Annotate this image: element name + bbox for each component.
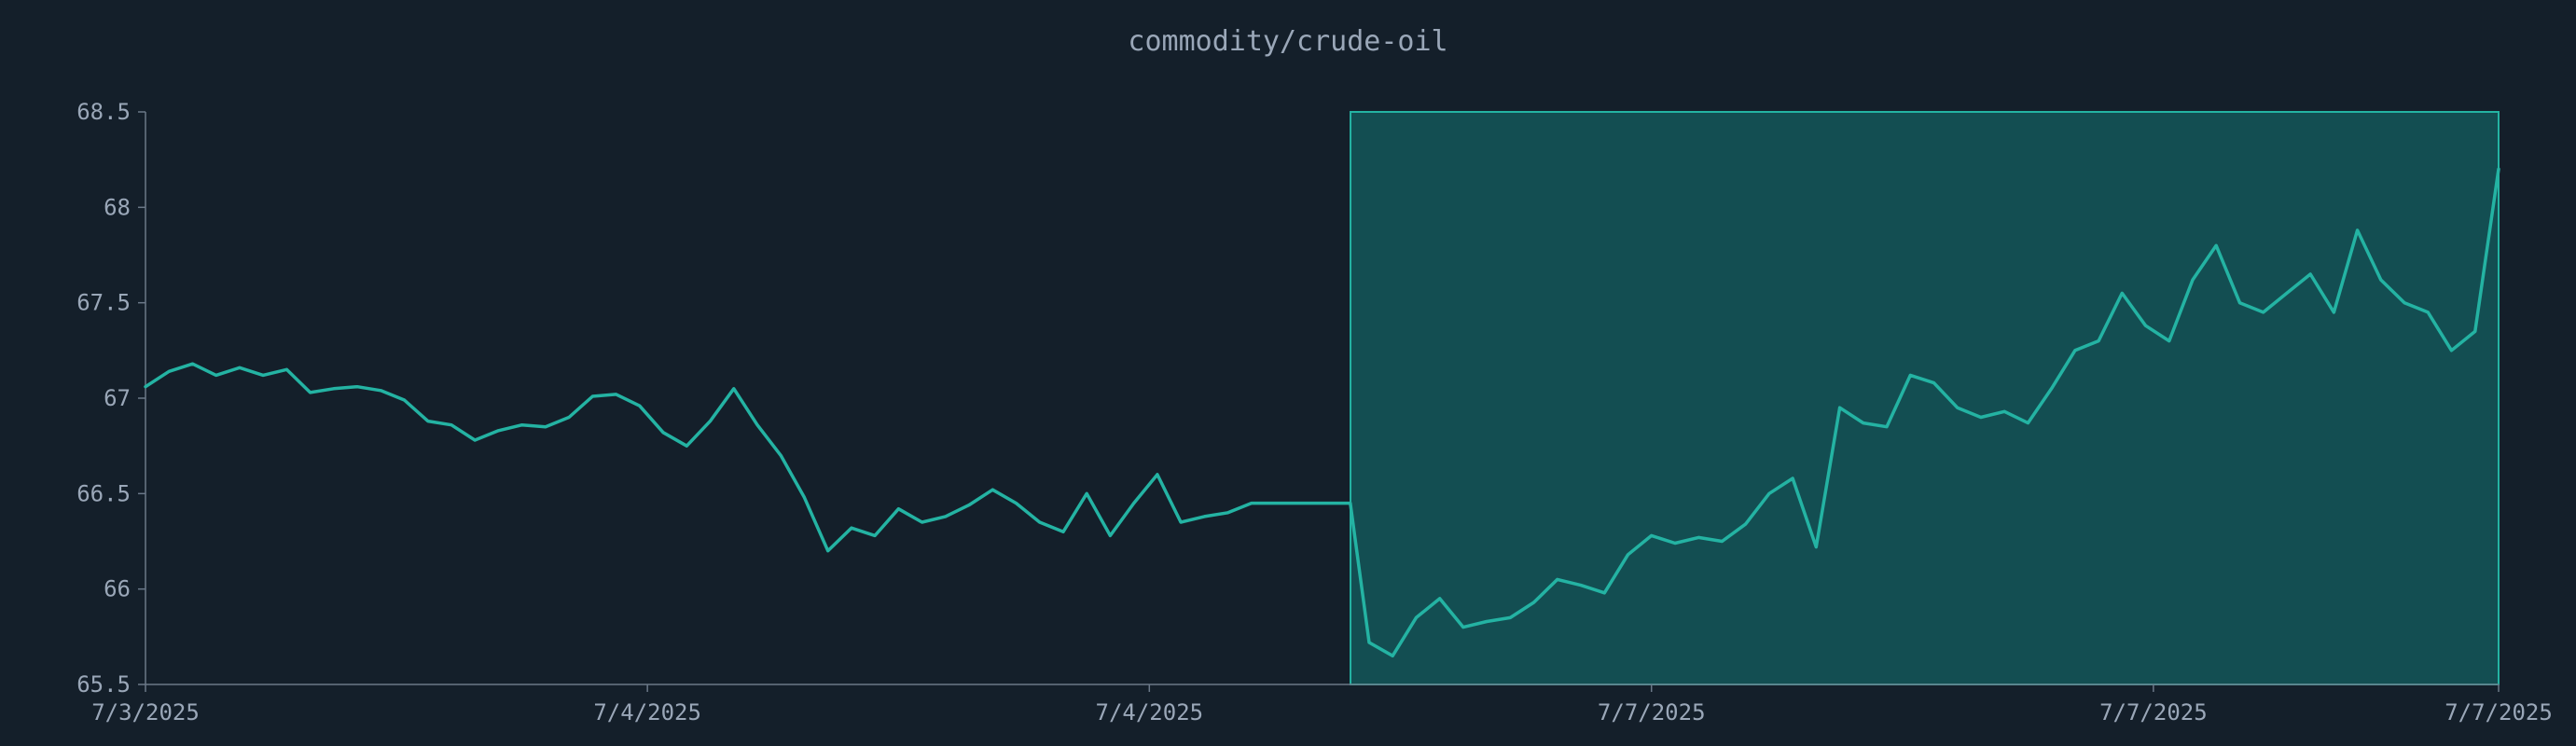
x-tick-label: 7/7/2025: [2099, 699, 2208, 725]
x-tick-label: 7/3/2025: [91, 699, 200, 725]
y-tick-label: 68.5: [76, 99, 131, 125]
highlight-region: [1350, 111, 2500, 685]
axes: 65.5 66 66.5 67 67.5 68 68.5 7/3/2025 7/4/2025 7/…: [76, 99, 2553, 725]
highlight-region-layer: [1350, 111, 2500, 685]
y-tick-label: 67.5: [76, 290, 131, 316]
chart-title: commodity/crude-oil: [1128, 25, 1447, 58]
series-layer: [144, 167, 2500, 658]
y-tick-label: 66.5: [76, 480, 131, 506]
y-tick-label: 65.5: [76, 671, 131, 698]
series-line: [144, 167, 2500, 658]
y-tick-label: 68: [104, 194, 131, 220]
x-tick-label: 7/7/2025: [1598, 699, 1706, 725]
x-tick-label: 7/4/2025: [593, 699, 701, 725]
y-tick-label: 66: [104, 576, 131, 602]
x-tick-label: 7/7/2025: [2444, 699, 2553, 725]
x-tick-label: 7/4/2025: [1096, 699, 1204, 725]
y-tick-label: 67: [104, 385, 131, 411]
